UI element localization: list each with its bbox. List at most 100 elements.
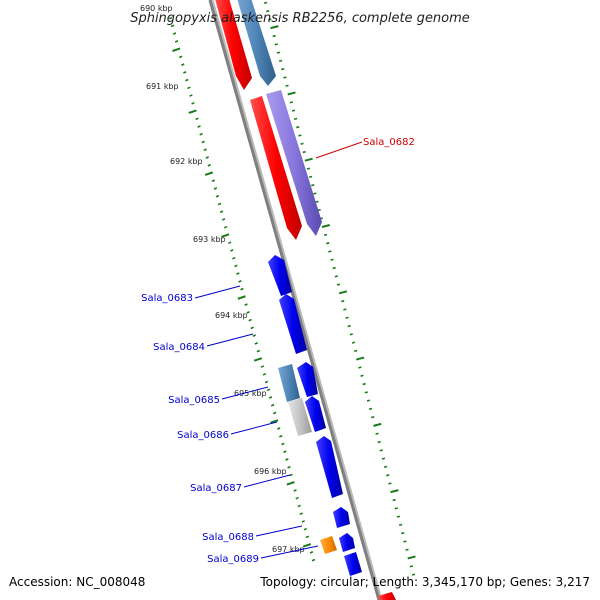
scale-minor-tick <box>250 326 254 330</box>
gene-sala-0689[interactable] <box>339 533 355 552</box>
outer-major-tick <box>287 91 296 96</box>
outer-minor-tick <box>360 374 364 377</box>
scale-minor-tick <box>195 117 199 121</box>
outer-minor-tick <box>313 192 317 195</box>
genome-backbone <box>208 0 383 600</box>
scale-minor-tick <box>283 450 287 454</box>
gene-sala-0687[interactable] <box>316 436 343 498</box>
scale-minor-tick <box>185 78 189 82</box>
scale-minor-tick <box>246 311 250 314</box>
gene-steel-top[interactable] <box>236 0 276 86</box>
gene-label-sala-0682[interactable]: Sala_0682 <box>363 137 415 148</box>
outer-minor-tick <box>323 233 328 237</box>
gene-next-blue[interactable] <box>344 552 362 576</box>
scale-minor-tick <box>254 341 259 345</box>
gene-sala-0685-blue[interactable] <box>297 362 318 397</box>
outer-minor-tick <box>326 242 330 245</box>
gene-sala-0689-orange[interactable] <box>320 536 337 554</box>
gene-labels: Sala_0682 Sala_0683 Sala_0684 Sala_0685 … <box>141 137 415 565</box>
gene-sala-0685[interactable] <box>278 364 300 402</box>
gene-label-sala-0686[interactable]: Sala_0686 <box>177 430 229 441</box>
outer-minor-tick <box>263 1 268 5</box>
outer-minor-tick <box>298 134 302 137</box>
scale-minor-tick <box>213 187 218 190</box>
gene-sala-0686-blue[interactable] <box>305 396 326 432</box>
outer-minor-tick <box>311 184 315 187</box>
gene-label-sala-0684[interactable]: Sala_0684 <box>153 342 205 353</box>
outer-major-tick <box>304 157 313 162</box>
scale-major-tick <box>286 481 295 486</box>
gene-sala-0683[interactable] <box>268 255 292 296</box>
scale-label: 693 kbp <box>193 235 226 244</box>
gene-label-sala-0689[interactable]: Sala_0689 <box>207 554 259 565</box>
scale-minor-tick <box>299 512 303 516</box>
topology-text: Topology: circular; Length: 3,345,170 bp… <box>259 575 590 589</box>
scale-minor-tick <box>297 504 301 508</box>
outer-minor-tick <box>401 532 405 535</box>
scale-minor-tick <box>223 225 228 229</box>
scale-minor-tick <box>281 442 285 446</box>
scale-minor-tick <box>170 24 175 28</box>
scale-minor-tick <box>236 272 240 276</box>
scale-minor-tick <box>252 334 256 337</box>
outer-minor-tick <box>306 167 311 170</box>
scale-minor-tick <box>266 388 271 392</box>
outer-minor-tick <box>315 200 319 203</box>
scale-minor-tick <box>279 434 283 438</box>
outer-minor-tick <box>334 275 338 278</box>
scale-minor-tick <box>228 241 232 245</box>
outer-minor-tick <box>364 391 368 394</box>
gene-sala-0682-purple[interactable] <box>266 90 322 236</box>
scale-minor-tick <box>215 194 220 198</box>
scale-major-tick <box>188 109 197 114</box>
outer-major-tick <box>338 290 348 295</box>
outer-minor-tick <box>336 283 341 286</box>
scale-minor-tick <box>232 256 236 260</box>
outer-minor-tick <box>398 523 403 527</box>
scale-minor-tick <box>211 179 216 183</box>
gene-bottom-red[interactable] <box>378 592 396 600</box>
scale-minor-tick <box>207 163 212 167</box>
outer-major-tick <box>321 224 330 228</box>
outer-minor-tick <box>405 548 409 551</box>
gene-label-sala-0683[interactable]: Sala_0683 <box>141 293 193 304</box>
gene-sala-0688[interactable] <box>333 507 350 528</box>
scale-minor-tick <box>219 210 224 214</box>
outer-major-tick <box>407 555 416 560</box>
gene-sala-0682-red[interactable] <box>250 96 302 240</box>
scale-label: 691 kbp <box>146 82 179 91</box>
scale-minor-tick <box>203 148 207 152</box>
scale-minor-tick <box>197 125 201 128</box>
scale-minor-tick <box>172 32 177 35</box>
outer-minor-tick <box>293 117 298 121</box>
outer-minor-tick <box>302 150 306 154</box>
gene-label-sala-0685[interactable]: Sala_0685 <box>168 395 220 406</box>
scale-minor-tick <box>221 218 226 221</box>
gene-sala-0686[interactable] <box>288 398 312 436</box>
scale-major-tick <box>270 419 279 424</box>
outer-minor-tick <box>276 51 281 54</box>
outer-minor-tick <box>349 333 353 336</box>
scale-major-tick <box>204 171 214 176</box>
outer-minor-tick <box>388 482 392 485</box>
gene-sala-0684[interactable] <box>279 294 307 354</box>
outer-major-tick <box>356 356 365 361</box>
scale-minor-tick <box>287 465 291 469</box>
gene-label-sala-0687[interactable]: Sala_0687 <box>190 483 242 494</box>
scale-label: 694 kbp <box>215 311 248 320</box>
outer-minor-tick <box>403 540 407 543</box>
scale-label: 690 kbp <box>140 4 173 13</box>
scale-minor-tick <box>189 94 193 97</box>
scale-minor-tick <box>285 458 289 461</box>
scale-minor-tick <box>181 63 185 66</box>
gene-label-sala-0688[interactable]: Sala_0688 <box>202 532 254 543</box>
gene-features <box>214 0 396 600</box>
scale-minor-tick <box>199 132 203 136</box>
gene-red-top[interactable] <box>214 0 252 90</box>
scale-minor-tick <box>178 55 183 59</box>
scale-minor-tick <box>268 396 273 399</box>
outer-minor-tick <box>291 109 296 112</box>
outer-minor-tick <box>396 515 401 518</box>
scale-minor-tick <box>272 411 277 415</box>
outer-minor-tick <box>283 76 287 79</box>
